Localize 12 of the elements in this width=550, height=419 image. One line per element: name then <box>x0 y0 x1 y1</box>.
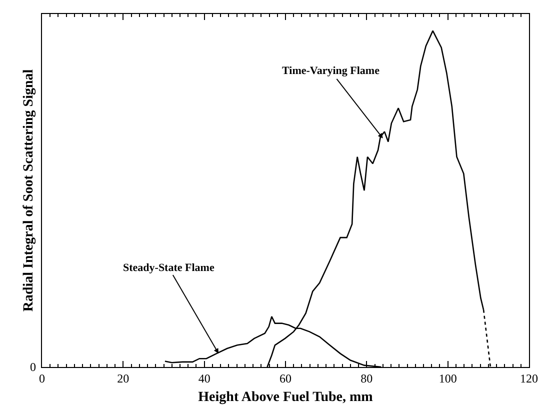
x-tick-label: 80 <box>360 372 373 386</box>
x-tick-label: 100 <box>438 372 457 386</box>
y-axis-title: Radial Integral of Soot Scattering Signal <box>22 69 36 312</box>
annotation: Time-Varying Flame <box>282 65 380 77</box>
x-tick-label: 20 <box>117 372 130 386</box>
x-tick-label: 120 <box>520 372 538 386</box>
x-tick-label: 60 <box>280 372 292 386</box>
x-tick-label: 0 <box>39 372 45 386</box>
x-tick-label: 40 <box>198 372 210 386</box>
annotation: Steady-State Flame <box>123 262 214 274</box>
x-axis-title: Height Above Fuel Tube, mm <box>198 390 374 405</box>
text: 0 <box>30 360 36 374</box>
